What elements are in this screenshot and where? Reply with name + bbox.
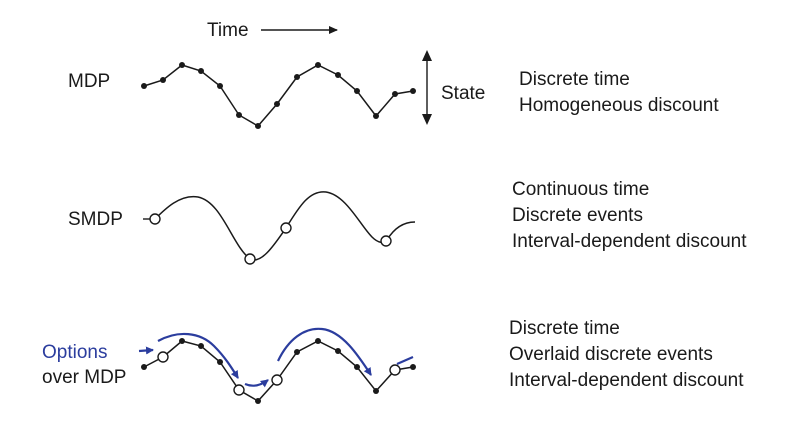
mdp-description: Discrete time Homogeneous discount xyxy=(519,67,719,119)
options-desc-line: Interval-dependent discount xyxy=(509,370,744,391)
smdp-desc-line: Interval-dependent discount xyxy=(512,231,747,252)
mdp-state-dot xyxy=(255,123,261,129)
options-state-dot xyxy=(198,343,204,349)
mdp-label: MDP xyxy=(68,71,111,92)
mdp-state-dot xyxy=(373,113,379,119)
smdp-event-circle xyxy=(244,253,256,265)
options-description: Discrete time Overlaid discrete events I… xyxy=(509,316,744,394)
options-state-dot xyxy=(141,364,147,370)
options-event-circle xyxy=(233,384,245,396)
options-mdp-trajectory xyxy=(141,338,416,404)
mdp-state-dot xyxy=(198,68,204,74)
options-state-dot xyxy=(335,348,341,354)
options-state-dot xyxy=(410,364,416,370)
options-event-circle xyxy=(389,364,401,376)
time-label: Time xyxy=(207,20,249,41)
smdp-trajectory xyxy=(143,191,416,265)
mdp-state-dot xyxy=(315,62,321,68)
over-mdp-label: over MDP xyxy=(42,367,127,388)
option-arc xyxy=(396,355,414,366)
mdp-state-dot xyxy=(335,72,341,78)
mdp-state-dot xyxy=(179,62,185,68)
option-arc xyxy=(244,379,269,388)
option-arc xyxy=(157,332,239,379)
smdp-desc-line: Discrete events xyxy=(512,205,643,226)
state-arrow xyxy=(422,50,432,125)
smdp-description: Continuous time Discrete events Interval… xyxy=(512,177,747,255)
options-state-dot xyxy=(294,349,300,355)
options-event-circle xyxy=(271,374,283,386)
options-label: Options xyxy=(42,342,108,363)
smdp-desc-line: Continuous time xyxy=(512,179,650,200)
mdp-desc-line: Discrete time xyxy=(519,69,630,90)
options-state-dot xyxy=(255,398,261,404)
mdp-desc-line: Homogeneous discount xyxy=(519,95,719,116)
options-state-dot xyxy=(315,338,321,344)
options-desc-line: Overlaid discrete events xyxy=(509,344,713,365)
options-state-dot xyxy=(179,338,185,344)
mdp-state-dot xyxy=(236,112,242,118)
smdp-label: SMDP xyxy=(68,209,123,230)
mdp-state-dot xyxy=(160,77,166,83)
mdp-state-dot xyxy=(294,74,300,80)
mdp-state-dot xyxy=(354,88,360,94)
mdp-trajectory xyxy=(141,62,416,129)
options-event-circle xyxy=(157,351,169,363)
mdp-state-dot xyxy=(274,101,280,107)
options-state-dot xyxy=(217,359,223,365)
mdp-state-dot xyxy=(410,88,416,94)
mdp-state-dot xyxy=(392,91,398,97)
state-label: State xyxy=(441,83,486,104)
mdp-state-dot xyxy=(217,83,223,89)
smdp-event-circle xyxy=(280,222,292,234)
options-desc-line: Discrete time xyxy=(509,318,620,339)
option-arc xyxy=(138,346,154,355)
mdp-state-dot xyxy=(141,83,147,89)
smdp-event-circle xyxy=(380,235,392,247)
options-state-dot xyxy=(354,364,360,370)
option-arc xyxy=(277,327,372,376)
option-arcs xyxy=(138,327,414,388)
smdp-event-circle xyxy=(149,213,161,225)
options-state-dot xyxy=(373,388,379,394)
